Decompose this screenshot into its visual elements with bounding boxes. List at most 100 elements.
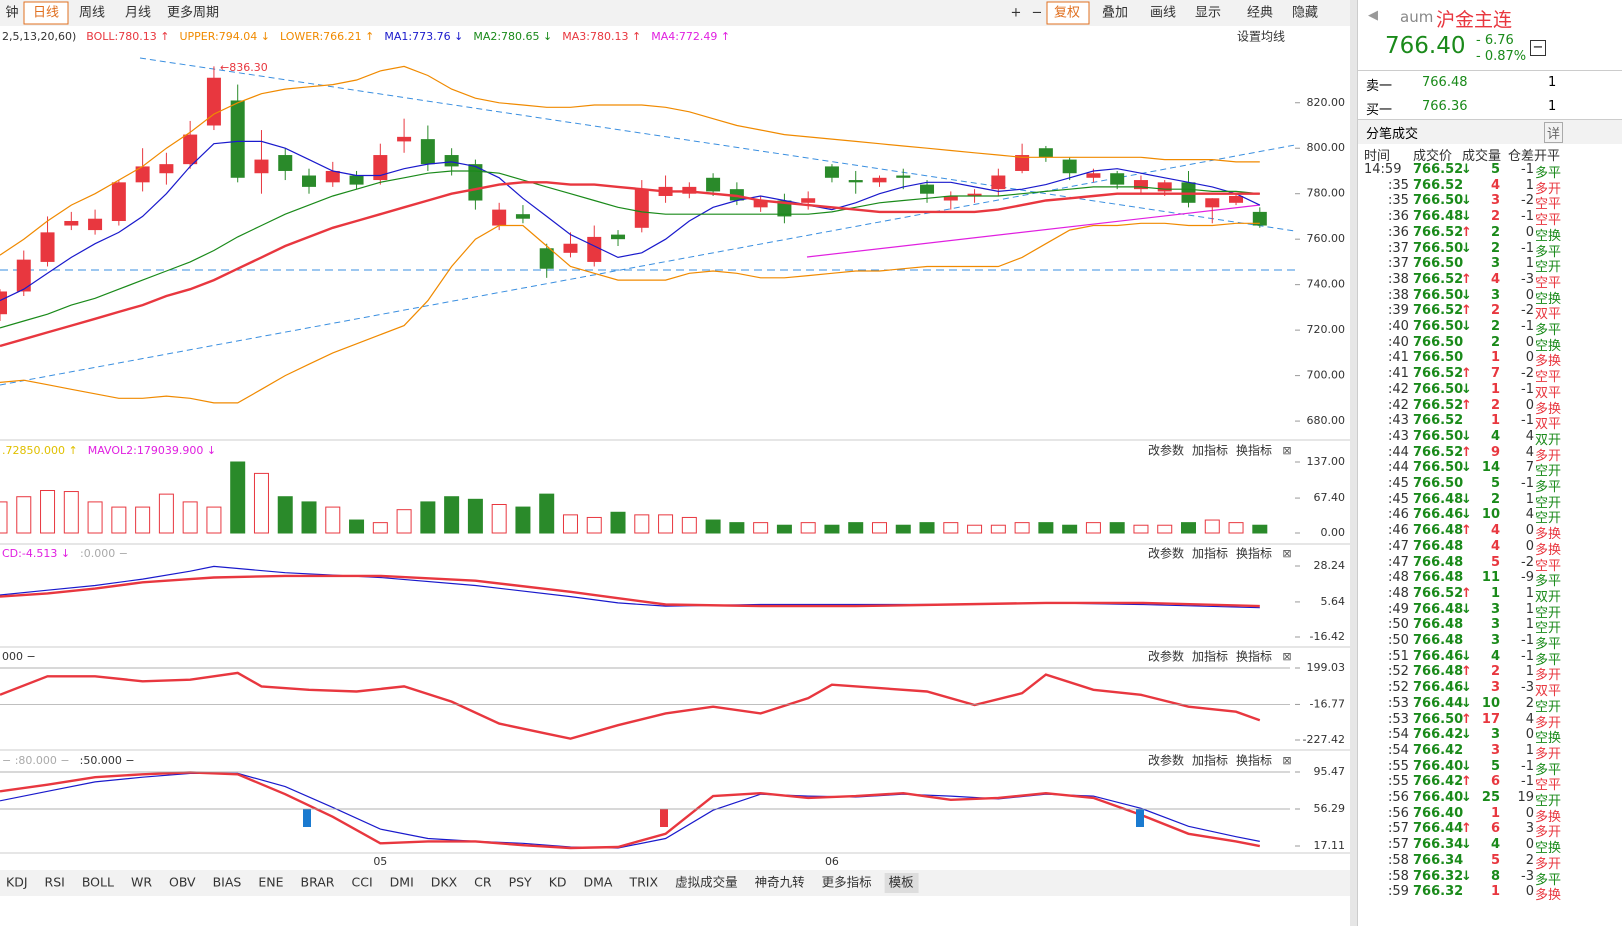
y-tick-label: 199.03 — [1307, 661, 1346, 674]
panel-close[interactable]: ⊠ — [1282, 444, 1291, 457]
volume-bar — [372, 522, 388, 534]
trade-time: :44 — [1388, 444, 1409, 460]
panel-button[interactable]: 换指标 — [1236, 443, 1272, 458]
indicator-tab[interactable]: WR — [131, 875, 152, 890]
trade-price: 766.48 — [1413, 617, 1464, 633]
detail[interactable]: 详 — [1544, 122, 1564, 143]
trade-time: :50 — [1388, 633, 1409, 648]
indicator-tab[interactable]: CR — [474, 875, 492, 890]
indicator-tab[interactable]: PSY — [509, 875, 532, 890]
indicator-tab[interactable]: BOLL — [82, 875, 114, 890]
volume-bar — [111, 506, 127, 534]
trade-type: 多换 — [1535, 401, 1562, 417]
candle-body — [1133, 180, 1148, 190]
panel-button[interactable]: 换指标 — [1236, 753, 1272, 768]
panel-button[interactable]: 加指标 — [1192, 443, 1228, 458]
indicator-tab[interactable]: BRAR — [301, 875, 335, 890]
trade-time: :55 — [1388, 774, 1409, 790]
indicator-tab[interactable]: 模板 — [889, 875, 915, 890]
trade-volume: 25 — [1481, 790, 1500, 805]
trade-arrow: ↑ — [1461, 271, 1472, 287]
trade-time: :49 — [1388, 601, 1409, 617]
trade-oi: -3 — [1521, 680, 1534, 696]
ma-settings[interactable]: 设置均线 — [1237, 30, 1285, 44]
indicator-tab[interactable]: KDJ — [6, 875, 28, 890]
period-tab[interactable]: 周线 — [79, 6, 105, 21]
quote-panel: ◀ aum 沪金主连 766.40 - 6.76 - 0.87% − 卖一 76… — [1357, 0, 1622, 926]
indicator-tab[interactable]: TRIX — [628, 875, 658, 890]
candle-body — [492, 209, 507, 226]
panel-button[interactable]: 改参数 — [1148, 443, 1184, 458]
trade-volume: 3 — [1490, 727, 1500, 743]
indicator-tab[interactable]: OBV — [169, 875, 196, 890]
tool-button[interactable]: − — [1032, 6, 1043, 21]
period-tab[interactable]: 更多周期 — [167, 5, 219, 21]
indicator-tab[interactable]: RSI — [45, 875, 65, 890]
panel-close[interactable]: ⊠ — [1282, 754, 1291, 767]
panel-button[interactable]: 改参数 — [1148, 649, 1184, 664]
panel-close[interactable]: ⊠ — [1282, 547, 1291, 560]
trade-time: :43 — [1388, 413, 1409, 429]
trade-arrow: ↓ — [1461, 162, 1472, 177]
indicator-tab[interactable]: KD — [549, 875, 567, 890]
collapse[interactable]: − — [1530, 40, 1546, 56]
trade-price: 766.44 — [1413, 821, 1464, 837]
trade-volume: 8 — [1490, 868, 1500, 884]
indicator-tab[interactable]: 更多指标 — [822, 875, 872, 890]
trade-oi: 4 — [1525, 428, 1534, 444]
trade-price: 766.52 — [1413, 224, 1464, 240]
indicator-header: UPPER:794.04 ↓ — [179, 30, 269, 43]
trade-arrow: ↑ — [1461, 664, 1472, 680]
trade-type: 多换 — [1535, 354, 1562, 370]
indicator-tab[interactable]: DKX — [431, 875, 458, 890]
trade-oi: 2 — [1525, 695, 1534, 711]
trade-price: 766.48 — [1413, 554, 1464, 570]
volume-bar — [301, 501, 317, 534]
volume-bar — [349, 519, 365, 534]
tool-button[interactable]: + — [1011, 6, 1022, 21]
trade-oi: -1 — [1521, 758, 1534, 774]
panel-button[interactable]: 改参数 — [1148, 546, 1184, 561]
period-tab[interactable]: 钟 — [5, 5, 18, 21]
panel-button[interactable]: 换指标 — [1236, 649, 1272, 664]
trade-volume: 2 — [1490, 397, 1500, 413]
trade-volume: 5 — [1490, 554, 1500, 570]
trade-volume: 1 — [1490, 884, 1500, 900]
trade-type: 多开 — [1535, 448, 1562, 464]
tool-button[interactable]: 经典 — [1247, 6, 1273, 21]
candle-body — [16, 259, 31, 292]
panel-close[interactable]: ⊠ — [1282, 650, 1291, 663]
tool-button[interactable]: 画线 — [1150, 6, 1176, 21]
indicator-tab[interactable]: BIAS — [213, 875, 242, 890]
trade-oi: -1 — [1521, 162, 1534, 177]
tab-active — [23, 1, 69, 25]
trade-time: :52 — [1388, 664, 1409, 680]
panel-button[interactable]: 加指标 — [1192, 649, 1228, 664]
indicator-tab[interactable]: DMA — [584, 875, 613, 890]
trade-oi: -1 — [1521, 240, 1534, 256]
indicator-tab[interactable]: CCI — [352, 875, 373, 890]
tool-button[interactable]: 复权 — [1054, 5, 1080, 21]
indicator-tab[interactable]: 神奇九转 — [755, 875, 805, 890]
indicator-tab[interactable]: DMI — [390, 875, 414, 890]
panel-button[interactable]: 加指标 — [1192, 753, 1228, 768]
trade-volume: 2 — [1490, 209, 1500, 225]
y-tick-label: 5.64 — [1321, 595, 1346, 608]
trade-time: :45 — [1388, 476, 1409, 491]
period-tab[interactable]: 日线 — [33, 6, 59, 21]
panel-button[interactable]: 改参数 — [1148, 753, 1184, 768]
tool-button[interactable]: 叠加 — [1102, 6, 1128, 21]
trade-oi: -3 — [1521, 868, 1534, 884]
indicator-line — [0, 222, 1260, 404]
column-header: 时间 — [1364, 149, 1391, 164]
tool-button[interactable]: 显示 — [1195, 6, 1221, 21]
tool-button[interactable]: 隐藏 — [1292, 6, 1318, 21]
trade-time: :38 — [1388, 271, 1409, 287]
panel-button[interactable]: 换指标 — [1236, 546, 1272, 561]
panel-button[interactable]: 加指标 — [1192, 546, 1228, 561]
indicator-tab[interactable]: ENE — [258, 875, 283, 890]
period-tab[interactable]: 月线 — [125, 6, 151, 21]
trade-type: 多平 — [1535, 762, 1562, 778]
indicator-tab[interactable]: 虚拟成交量 — [675, 875, 738, 890]
